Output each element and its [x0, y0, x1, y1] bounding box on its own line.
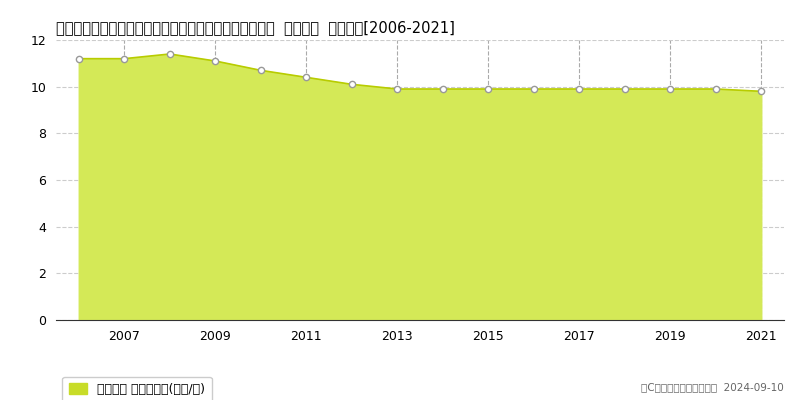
Legend: 地価公示 平均坪単価(万円/坪): 地価公示 平均坪単価(万円/坪) — [62, 377, 211, 400]
Text: 埼玉県さいたま市岩槻区大字黒谷字久保１５０５番２外  地価公示  地価推移[2006-2021]: 埼玉県さいたま市岩槻区大字黒谷字久保１５０５番２外 地価公示 地価推移[2006… — [56, 20, 455, 35]
Text: （C）土地価格ドットコム  2024-09-10: （C）土地価格ドットコム 2024-09-10 — [642, 382, 784, 392]
